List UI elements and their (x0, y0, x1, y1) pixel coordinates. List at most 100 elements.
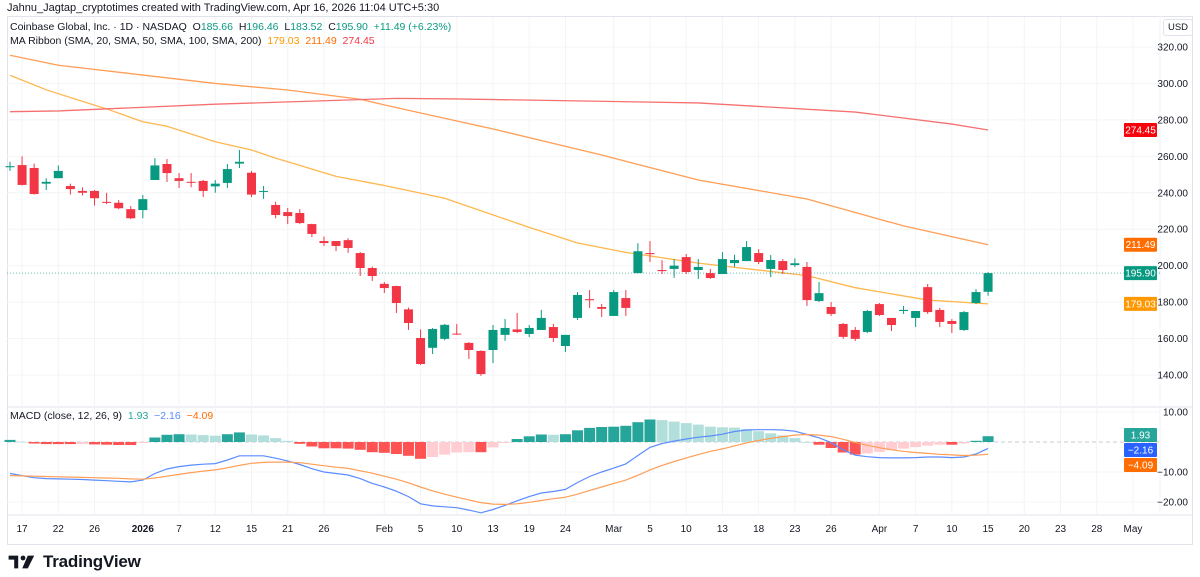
candle-body[interactable] (29, 167, 39, 195)
candle-body[interactable] (669, 265, 679, 269)
candle-body[interactable] (138, 199, 148, 211)
candle-body[interactable] (283, 212, 293, 217)
candle-body[interactable] (174, 178, 184, 181)
candle-body[interactable] (874, 304, 884, 316)
candle-body[interactable] (705, 273, 715, 279)
candle-body[interactable] (681, 257, 691, 273)
candle-body[interactable] (307, 224, 317, 234)
candle-body[interactable] (247, 172, 256, 195)
currency-button[interactable]: USD (1163, 19, 1193, 36)
candle-body[interactable] (971, 292, 981, 303)
candle-body[interactable] (5, 166, 15, 168)
candle-body[interactable] (17, 165, 27, 185)
candle-body[interactable] (935, 309, 945, 322)
candle-body[interactable] (862, 311, 872, 332)
candle-body[interactable] (271, 204, 281, 215)
candle-body[interactable] (560, 334, 570, 346)
candle-body[interactable] (717, 259, 727, 275)
candle-body[interactable] (802, 266, 812, 301)
candle-body[interactable] (500, 327, 510, 335)
candle-body[interactable] (742, 247, 752, 262)
candle-body[interactable] (850, 329, 860, 339)
candle-body[interactable] (754, 253, 764, 262)
candle-body[interactable] (645, 253, 655, 255)
candle-body[interactable] (222, 169, 232, 183)
candle-body[interactable] (693, 266, 703, 271)
candle-body[interactable] (790, 263, 800, 266)
macd-histogram-bar (813, 442, 825, 445)
candle-body[interactable] (343, 240, 353, 248)
symbol-title[interactable]: Coinbase Global, Inc. · 1D · NASDAQ (10, 21, 187, 33)
candle-body[interactable] (778, 261, 788, 271)
candle-body[interactable] (609, 292, 619, 316)
candle-body[interactable] (65, 186, 75, 190)
candle-body[interactable] (512, 329, 522, 332)
ma-ribbon-title[interactable]: MA Ribbon (SMA, 20, SMA, 50, SMA, 100, S… (10, 35, 262, 47)
candle-body[interactable] (464, 342, 474, 350)
candle-body[interactable] (210, 183, 220, 187)
candle-body[interactable] (730, 259, 739, 264)
candle-body[interactable] (379, 283, 389, 289)
candle-body[interactable] (959, 312, 969, 330)
candle-body[interactable] (911, 311, 921, 318)
candle-body[interactable] (826, 306, 836, 314)
candle-body[interactable] (766, 259, 776, 269)
macd-histogram-bar (511, 439, 523, 442)
x-tick-label: 10 (451, 524, 463, 535)
macd-histogram-bar (596, 427, 608, 442)
candle-body[interactable] (126, 209, 136, 219)
candle-body[interactable] (440, 324, 450, 339)
candle-body[interactable] (416, 337, 426, 365)
candle-body[interactable] (657, 270, 667, 272)
macd-histogram-bar (451, 442, 463, 453)
candle-body[interactable] (548, 327, 558, 338)
candle-body[interactable] (573, 294, 583, 318)
candle-body[interactable] (814, 293, 824, 301)
x-tick-label: Apr (872, 524, 888, 535)
candle-body[interactable] (331, 241, 341, 246)
macd-title[interactable]: MACD (close, 12, 26, 9) (10, 410, 123, 422)
candle-body[interactable] (77, 190, 87, 193)
ma-line-2 (9, 54, 989, 246)
candle-body[interactable] (319, 241, 329, 244)
x-tick-label: 19 (524, 524, 536, 535)
candle-body[interactable] (150, 165, 160, 181)
candle-body[interactable] (585, 299, 595, 301)
candle-body[interactable] (259, 190, 269, 192)
candle-body[interactable] (621, 298, 631, 308)
candle-body[interactable] (114, 202, 124, 209)
candle-body[interactable] (633, 251, 643, 274)
candle-body[interactable] (41, 181, 51, 184)
candle-body[interactable] (367, 268, 377, 277)
candle-body[interactable] (428, 329, 438, 348)
candle-body[interactable] (295, 212, 305, 224)
candle-body[interactable] (947, 321, 957, 324)
candle-body[interactable] (476, 350, 486, 375)
high-value: 196.46 (246, 21, 279, 33)
macd-histogram-bar (547, 434, 559, 442)
candle-body[interactable] (983, 273, 993, 292)
candle-body[interactable] (186, 181, 196, 183)
candle-body[interactable] (102, 201, 112, 203)
candle-body[interactable] (53, 170, 63, 179)
y-tick-label: 140.00 (1157, 370, 1188, 381)
candle-body[interactable] (886, 317, 896, 326)
candle-body[interactable] (198, 180, 208, 191)
x-tick-label: 20 (1019, 524, 1031, 535)
candle-body[interactable] (838, 323, 848, 337)
candle-body[interactable] (162, 163, 172, 174)
candle-body[interactable] (488, 329, 498, 350)
candle-body[interactable] (899, 309, 909, 312)
candle-body[interactable] (536, 317, 546, 330)
candle-body[interactable] (403, 309, 413, 324)
candle-body[interactable] (355, 253, 365, 269)
candle-body[interactable] (234, 161, 244, 164)
change-value: +11.49 (+6.23%) (373, 21, 452, 33)
candle-body[interactable] (391, 286, 401, 303)
candle-body[interactable] (524, 327, 534, 334)
candle-body[interactable] (923, 287, 933, 313)
candle-body[interactable] (90, 190, 100, 199)
candle-body[interactable] (597, 306, 607, 309)
candle-body[interactable] (452, 333, 462, 335)
